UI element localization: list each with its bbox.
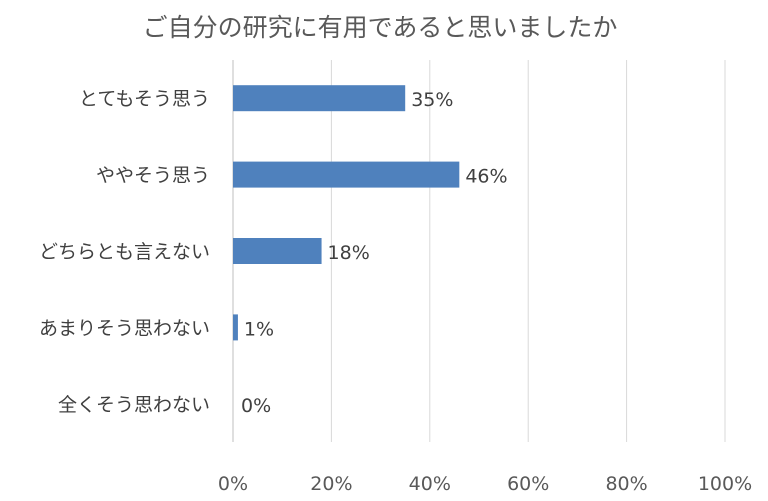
bars (233, 85, 460, 341)
category-label: あまりそう思わない (39, 317, 210, 339)
chart-title: ご自分の研究に有用であると思いましたか (143, 13, 618, 42)
category-label: どちらとも言えない (39, 241, 210, 263)
data-label: 1% (244, 318, 274, 340)
x-tick-label: 80% (605, 473, 647, 495)
x-tick-label: 20% (310, 473, 352, 495)
bar (233, 314, 238, 341)
gridlines (232, 60, 726, 442)
data-label: 46% (465, 166, 507, 188)
category-label: とてもそう思う (79, 88, 210, 110)
category-label: 全くそう思わない (58, 394, 210, 416)
data-label: 18% (328, 242, 370, 264)
x-tick-label: 0% (218, 473, 248, 495)
data-label: 0% (241, 395, 271, 417)
category-label: ややそう思う (96, 165, 210, 187)
x-tick-label: 40% (409, 473, 451, 495)
bar (233, 238, 322, 264)
x-tick-label: 100% (698, 473, 752, 495)
x-tick-labels: 0% 20% 40% 60% 80% 100% (218, 473, 752, 495)
data-label: 35% (411, 89, 453, 111)
x-tick-label: 60% (507, 473, 549, 495)
bar (233, 85, 406, 112)
bar (233, 161, 460, 188)
data-labels: 35% 46% 18% 1% 0% (241, 89, 508, 417)
